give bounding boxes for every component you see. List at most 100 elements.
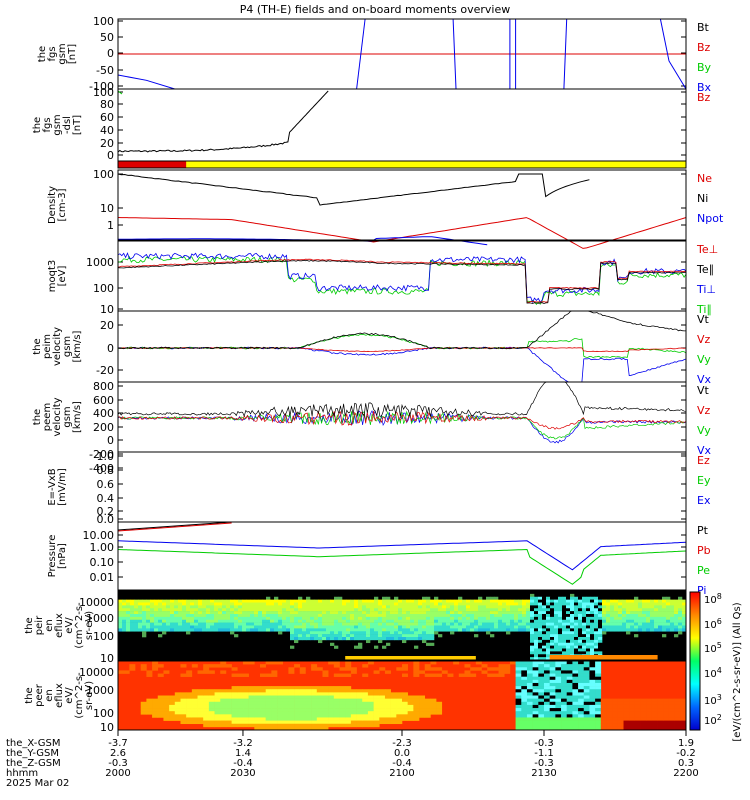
vy-line [117, 333, 687, 359]
spectrogram-cell [180, 714, 187, 718]
spectrogram-cell [190, 622, 195, 626]
spectrogram-cell [498, 602, 503, 606]
spectrogram-cell [126, 605, 131, 609]
spectrogram-cell [316, 686, 323, 690]
spectrogram-cell [595, 708, 602, 712]
spectrogram-cell [438, 622, 443, 626]
spectrogram-cell [362, 637, 367, 641]
spectrogram-cell [419, 670, 426, 674]
spectrogram-cell [666, 599, 671, 603]
spectrogram-cell [566, 614, 571, 618]
spectrogram-cell [162, 628, 167, 632]
spectrogram-cell [299, 695, 306, 699]
spectrogram-cell [182, 602, 187, 606]
spectrogram-cell [218, 605, 223, 609]
spectrogram-cell [140, 708, 147, 712]
spectrogram-cell [663, 701, 670, 706]
spectrogram-cell [354, 628, 359, 632]
spectrogram-cell [384, 701, 391, 706]
spectrogram-cell [555, 679, 562, 684]
spectrogram-cell [366, 611, 371, 615]
spectrogram-cell [418, 614, 423, 618]
spectrogram-cell [595, 682, 602, 687]
spectrogram-cell [654, 619, 659, 623]
spectrogram-cell [402, 698, 408, 703]
spectrogram-cell [430, 634, 435, 638]
spectrogram-cell [138, 614, 143, 618]
spectrogram-cell [218, 599, 223, 603]
spectrogram-cell [578, 704, 585, 709]
spectrogram-cell [407, 701, 414, 706]
spectrogram-cell [586, 631, 591, 635]
spectrogram-cell [225, 723, 232, 728]
spectrogram-cell [419, 695, 426, 699]
spectrogram-cell [384, 708, 391, 712]
spectrogram-cell [610, 602, 615, 606]
spectrogram-cell [294, 602, 299, 606]
spectrogram-cell [218, 628, 223, 632]
spectrogram-cell [203, 698, 210, 703]
spectrogram-cell [234, 602, 239, 606]
spectrogram-cell [554, 605, 559, 609]
spectrogram-cell [350, 637, 355, 641]
spectrogram-cell [532, 714, 539, 718]
spectrogram-cell [260, 664, 266, 668]
spectrogram-cell [570, 619, 575, 623]
spectrogram-cell [394, 596, 399, 600]
spectrogram-cell [208, 670, 215, 674]
y-axis-label: [km/s] [72, 401, 83, 433]
spectrogram-cell [486, 631, 491, 635]
spectrogram-cell [663, 711, 670, 715]
spectrogram-cell [254, 622, 259, 626]
spectrogram-cell [163, 695, 170, 699]
spectrogram-cell [290, 614, 295, 618]
spectrogram-cell [578, 664, 585, 668]
spectrogram-cell [157, 664, 164, 668]
spectrogram-cell [398, 616, 403, 621]
spectrogram-cell [202, 605, 207, 609]
y-tick-label: 100 [93, 15, 114, 28]
spectrogram-cell [458, 614, 463, 618]
pi-line [117, 540, 687, 571]
spectrogram-cell [442, 625, 447, 629]
bx-line [452, 18, 457, 90]
spectrogram-cell [680, 708, 687, 712]
spectrogram-cell [558, 602, 563, 606]
spectrogram-cell [305, 698, 312, 703]
spectrogram-cell [678, 611, 683, 615]
spectrogram-cell [163, 708, 170, 712]
spectrogram-cell [266, 625, 271, 629]
spectrogram-cell [222, 622, 227, 626]
spectrogram-cell [662, 599, 667, 603]
spectrogram-cell [250, 611, 255, 615]
spectrogram-cell [208, 695, 215, 699]
spectrogram-cell [178, 616, 183, 621]
spectrogram-cell [178, 625, 183, 629]
colorbar [689, 591, 701, 731]
spectrogram-cell [618, 605, 623, 609]
spectrogram-cell [434, 622, 439, 626]
spectrogram-cell [657, 711, 664, 715]
spectrogram-cell [594, 648, 599, 652]
spectrogram-cell [402, 695, 408, 699]
spectrogram-cell [515, 670, 522, 674]
ti-perp-line [117, 252, 687, 304]
spectrogram-cell [434, 599, 439, 603]
spectrogram-cell [254, 605, 259, 609]
spectrogram-cell [606, 711, 613, 715]
spectrogram-cell [590, 616, 595, 621]
spectrogram-cell [466, 622, 471, 626]
spectrogram-cell [470, 628, 475, 632]
spectrogram-cell [277, 714, 284, 718]
vx-line [117, 346, 687, 383]
spectrogram-cell [237, 714, 244, 718]
spectrogram-cell [142, 614, 147, 618]
spectrogram-cell [406, 614, 411, 618]
spectrogram-cell [558, 651, 563, 655]
spectrogram-cell [558, 596, 563, 600]
spectrogram-cell [538, 682, 545, 687]
spectrogram-cell [316, 698, 323, 703]
spectrogram-cell [334, 596, 339, 600]
spectrogram-cell [574, 605, 579, 609]
spectrogram-cell [260, 695, 266, 699]
